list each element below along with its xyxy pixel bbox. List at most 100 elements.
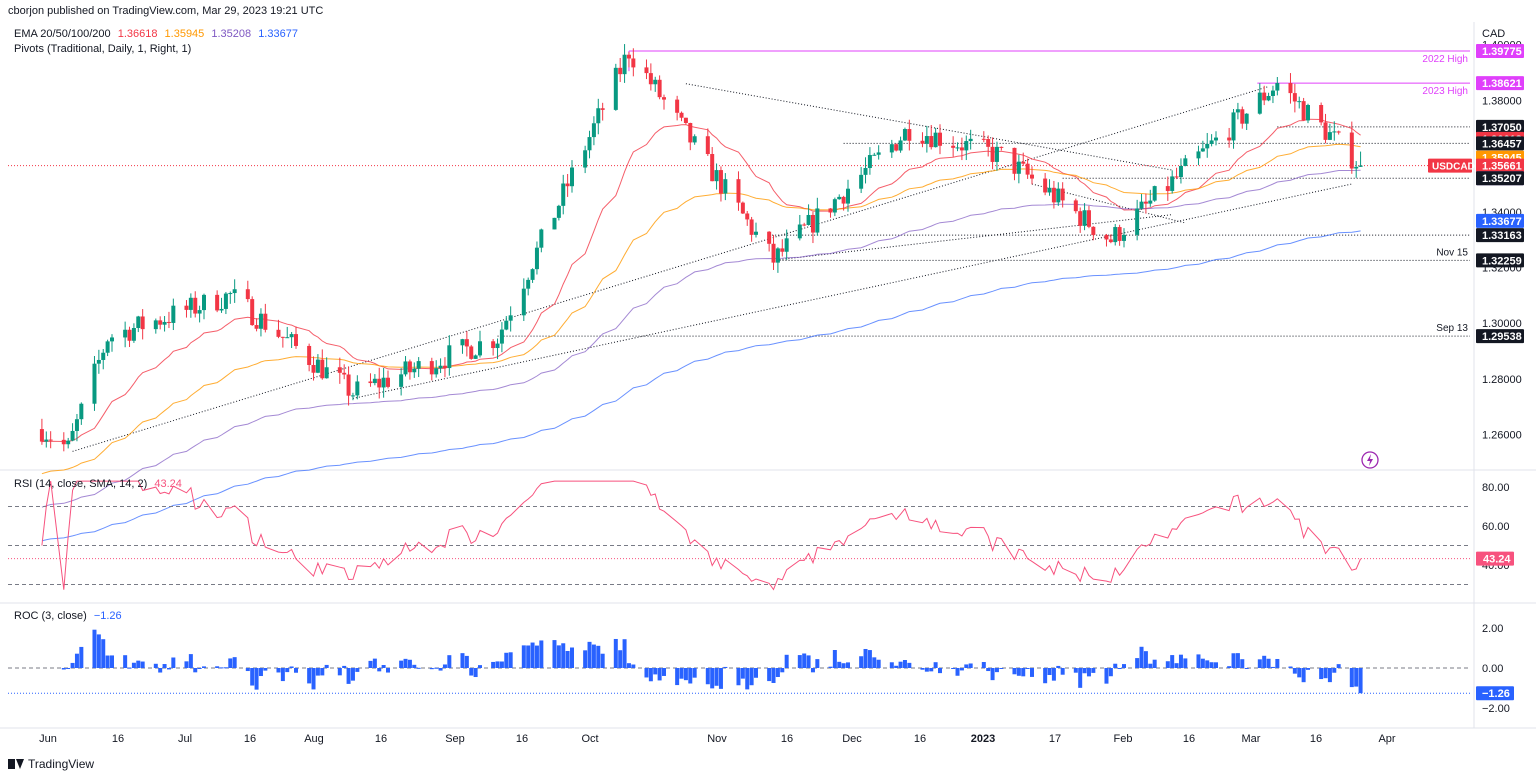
candle-body[interactable]	[929, 136, 934, 148]
candle-body[interactable]	[1262, 92, 1267, 101]
candle-body[interactable]	[245, 289, 250, 300]
candle-body[interactable]	[228, 293, 233, 295]
candle-body[interactable]	[920, 140, 925, 144]
candle-body[interactable]	[1301, 101, 1306, 121]
candle-body[interactable]	[1060, 188, 1065, 201]
candle-body[interactable]	[1051, 187, 1056, 203]
candle-body[interactable]	[907, 129, 912, 141]
candle-body[interactable]	[1183, 158, 1188, 166]
candle-body[interactable]	[841, 196, 846, 204]
candle-body[interactable]	[1327, 132, 1332, 140]
candle-body[interactable]	[184, 305, 189, 310]
candle-body[interactable]	[1073, 200, 1078, 212]
price-tag[interactable]: 1.38621	[1476, 76, 1524, 91]
candle-body[interactable]	[964, 141, 969, 151]
candle-body[interactable]	[254, 325, 259, 329]
candle-body[interactable]	[1214, 137, 1218, 141]
candle-body[interactable]	[626, 54, 631, 59]
candle-body[interactable]	[1349, 132, 1354, 169]
candle-body[interactable]	[902, 129, 907, 141]
lightning-icon[interactable]	[1361, 451, 1379, 469]
candle-body[interactable]	[591, 123, 596, 138]
candle-body[interactable]	[745, 213, 750, 220]
candle-body[interactable]	[127, 329, 132, 341]
price-tag[interactable]: 1.33677	[1476, 213, 1524, 228]
price-tag[interactable]: 1.33163	[1476, 228, 1524, 243]
candle-body[interactable]	[355, 381, 360, 396]
candle-body[interactable]	[215, 294, 220, 311]
candle-body[interactable]	[346, 374, 351, 396]
candle-body[interactable]	[1257, 92, 1262, 114]
candle-body[interactable]	[990, 146, 995, 162]
candle-body[interactable]	[403, 361, 408, 375]
candle-body[interactable]	[648, 73, 653, 85]
candle-body[interactable]	[101, 352, 106, 360]
price-tag[interactable]: 1.39775	[1476, 44, 1524, 58]
price-tag[interactable]: 1.35661	[1476, 158, 1524, 173]
candle-body[interactable]	[832, 199, 837, 213]
candle-body[interactable]	[688, 122, 693, 143]
candle-body[interactable]	[250, 299, 255, 326]
candle-body[interactable]	[552, 217, 557, 230]
candle-body[interactable]	[714, 170, 719, 182]
candle-body[interactable]	[692, 136, 697, 143]
candle-body[interactable]	[416, 361, 421, 369]
price-tag[interactable]: 1.29538	[1476, 329, 1524, 344]
candle-body[interactable]	[797, 224, 802, 239]
candle-body[interactable]	[837, 196, 842, 200]
candle-body[interactable]	[740, 202, 745, 214]
candle-body[interactable]	[315, 359, 320, 373]
candle-body[interactable]	[1078, 211, 1083, 226]
roc-legend[interactable]: ROC (3, close) −1.26	[14, 610, 126, 622]
candle-body[interactable]	[675, 99, 680, 113]
candle-body[interactable]	[504, 320, 509, 330]
candle-body[interactable]	[1358, 165, 1363, 167]
candle-body[interactable]	[780, 248, 785, 252]
candle-body[interactable]	[429, 361, 434, 375]
candle-body[interactable]	[1209, 140, 1214, 144]
candle-body[interactable]	[999, 146, 1004, 148]
candle-body[interactable]	[193, 297, 198, 314]
candle-body[interactable]	[1235, 109, 1240, 113]
price-tag[interactable]: 1.36457	[1476, 136, 1524, 151]
tradingview-footer[interactable]: TradingView	[8, 757, 94, 771]
candle-body[interactable]	[276, 329, 281, 337]
rsi-legend[interactable]: RSI (14, close, SMA, 14, 2) 43.24	[14, 478, 186, 490]
candle-body[interactable]	[1178, 165, 1183, 178]
candle-body[interactable]	[202, 294, 206, 311]
candle-body[interactable]	[1270, 90, 1275, 96]
candle-body[interactable]	[153, 320, 158, 330]
candle-body[interactable]	[539, 229, 544, 248]
candle-body[interactable]	[933, 132, 938, 148]
candle-body[interactable]	[447, 345, 452, 369]
candle-body[interactable]	[622, 54, 627, 75]
candle-body[interactable]	[898, 140, 903, 151]
candle-body[interactable]	[1231, 112, 1236, 141]
candle-body[interactable]	[263, 313, 268, 330]
candle-body[interactable]	[171, 305, 176, 323]
candle-body[interactable]	[377, 378, 382, 388]
candle-body[interactable]	[1113, 227, 1118, 243]
candle-body[interactable]	[61, 439, 66, 445]
candle-body[interactable]	[951, 145, 956, 148]
candle-body[interactable]	[311, 364, 316, 373]
candle-body[interactable]	[994, 146, 999, 162]
candle-body[interactable]	[280, 336, 285, 338]
candle-body[interactable]	[1104, 234, 1109, 240]
candle-body[interactable]	[110, 337, 114, 342]
candle-body[interactable]	[289, 334, 294, 338]
candle-body[interactable]	[368, 381, 373, 384]
rsi-line[interactable]	[41, 480, 1362, 591]
candle-body[interactable]	[784, 238, 789, 252]
candle-body[interactable]	[1332, 131, 1337, 133]
candle-body[interactable]	[491, 341, 496, 349]
candle-body[interactable]	[1205, 143, 1210, 149]
candle-body[interactable]	[48, 439, 53, 441]
candle-body[interactable]	[867, 155, 872, 169]
candle-body[interactable]	[657, 79, 662, 98]
candle-body[interactable]	[815, 208, 820, 233]
candle-body[interactable]	[846, 188, 850, 204]
candle-body[interactable]	[386, 377, 390, 387]
candle-body[interactable]	[767, 231, 772, 244]
candle-body[interactable]	[705, 136, 710, 155]
